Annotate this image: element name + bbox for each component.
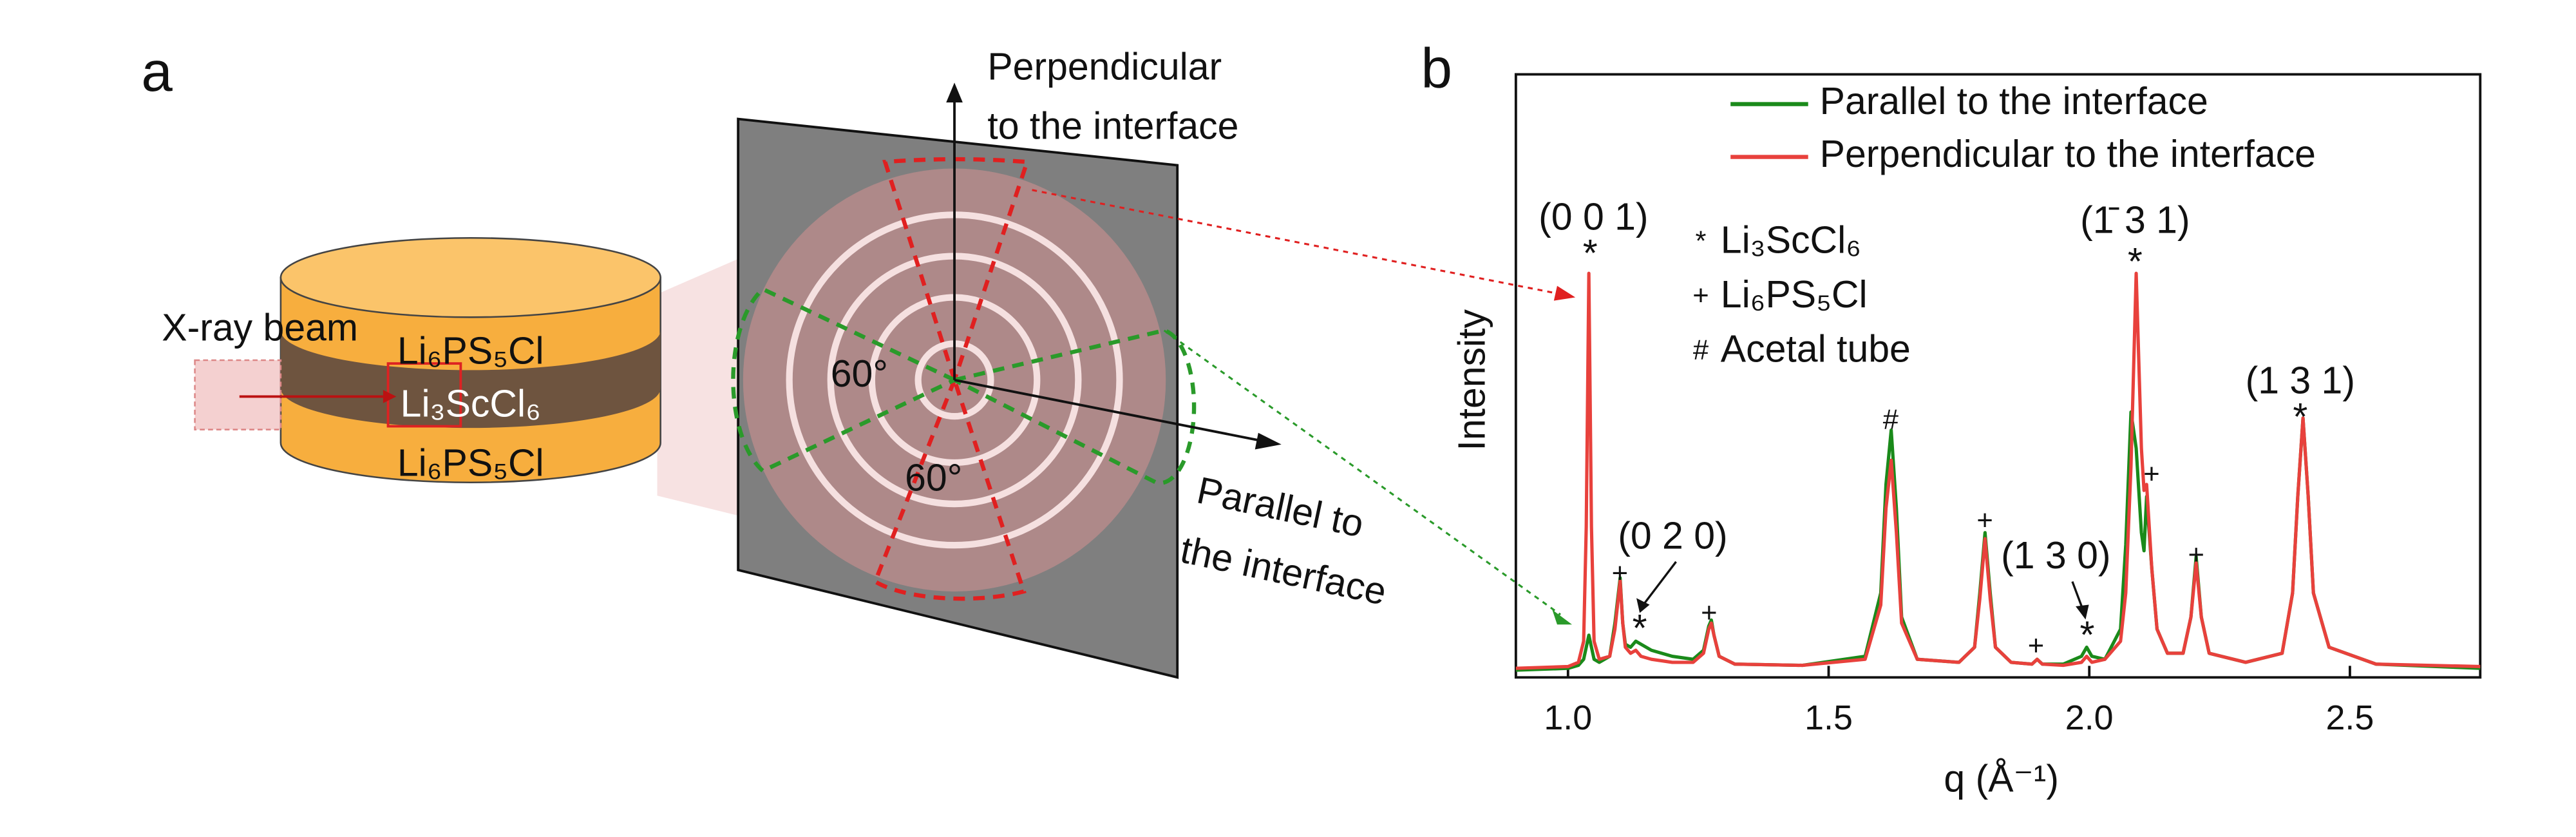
- peak-annotation: (1 3 1): [2246, 360, 2355, 401]
- layer-label: Li₃ScCl₆: [401, 383, 541, 425]
- legend-label: Perpendicular to the interface: [1820, 133, 2316, 175]
- beam-arrowhead: [383, 390, 397, 403]
- layer-label: Li₆PS₅Cl: [397, 330, 544, 372]
- direction-label: Perpendicular: [987, 46, 1222, 88]
- perpendicular-sector: [873, 157, 1030, 601]
- key-label: Acetal tube: [1721, 329, 1911, 370]
- layer-label: Li₆PS₅Cl: [397, 443, 544, 485]
- peak-marker: +: [2028, 631, 2044, 662]
- middle-layer: [280, 330, 661, 428]
- direction-label: Parallel to: [1193, 469, 1367, 545]
- key-symbol: #: [1693, 335, 1709, 366]
- beam-box: [194, 359, 282, 430]
- x-tick-label: 1.5: [1804, 698, 1853, 737]
- key-symbol: *: [1696, 226, 1707, 256]
- x-axis-label: q (Å⁻¹): [1944, 758, 2059, 800]
- y-axis-label: Intensity: [1451, 309, 1493, 450]
- link-arrow: [1032, 189, 1561, 295]
- key-label: Li₃ScCl₆: [1721, 220, 1861, 262]
- peak-marker: *: [2293, 396, 2307, 438]
- peak-annotation: (1̄ 3 1): [2080, 200, 2190, 242]
- peak-marker: +: [1612, 558, 1628, 589]
- arrowhead: [946, 82, 963, 102]
- peak-marker: +: [1976, 505, 1993, 536]
- arrowhead: [2076, 604, 2089, 620]
- panel-label: a: [141, 41, 173, 103]
- peak-marker: *: [2128, 241, 2143, 283]
- arrowhead: [1255, 432, 1282, 450]
- parallel-sector: [731, 286, 1197, 485]
- x-tick-label: 2.5: [2326, 698, 2374, 737]
- peak-annotation: (0 2 0): [1618, 515, 1727, 557]
- annotation-arrow: [1643, 561, 1677, 604]
- peak-marker: +: [2188, 540, 2204, 571]
- axis-arrow: [954, 378, 1264, 443]
- peak-marker: *: [1633, 608, 1647, 649]
- peak-annotation: (1 3 0): [2001, 535, 2110, 577]
- legend-label: Parallel to the interface: [1820, 81, 2208, 122]
- x-tick-label: 2.0: [2065, 698, 2114, 737]
- peak-marker: +: [1701, 597, 1717, 628]
- plot-frame: [1514, 73, 2482, 679]
- detector: [731, 82, 1576, 679]
- direction-label: to the interface: [987, 106, 1238, 148]
- angle-label: 60°: [905, 457, 962, 499]
- panel-label: b: [1421, 37, 1452, 100]
- peak-annotation: (0 0 1): [1539, 197, 1648, 238]
- peak-marker: *: [1583, 233, 1598, 274]
- key-label: Li₆PS₅Cl: [1721, 274, 1868, 316]
- arrowhead: [1553, 285, 1576, 301]
- peak-marker: *: [2080, 614, 2095, 656]
- data-line: [1515, 271, 2481, 670]
- cylinder-top: [279, 236, 661, 318]
- annotation-arrows: [1636, 561, 2089, 620]
- arrowhead: [1552, 610, 1573, 625]
- arrowhead: [1636, 598, 1650, 613]
- key-symbol: +: [1692, 280, 1709, 311]
- angle-label: 60°: [831, 353, 888, 395]
- x-tick-label: 1.0: [1544, 698, 1592, 737]
- link-arrow: [1163, 329, 1561, 616]
- beam-label: X-ray beam: [162, 307, 358, 349]
- peak-marker: #: [1883, 404, 1899, 435]
- annotation-arrow: [2071, 581, 2083, 609]
- peak-marker: +: [2143, 459, 2159, 490]
